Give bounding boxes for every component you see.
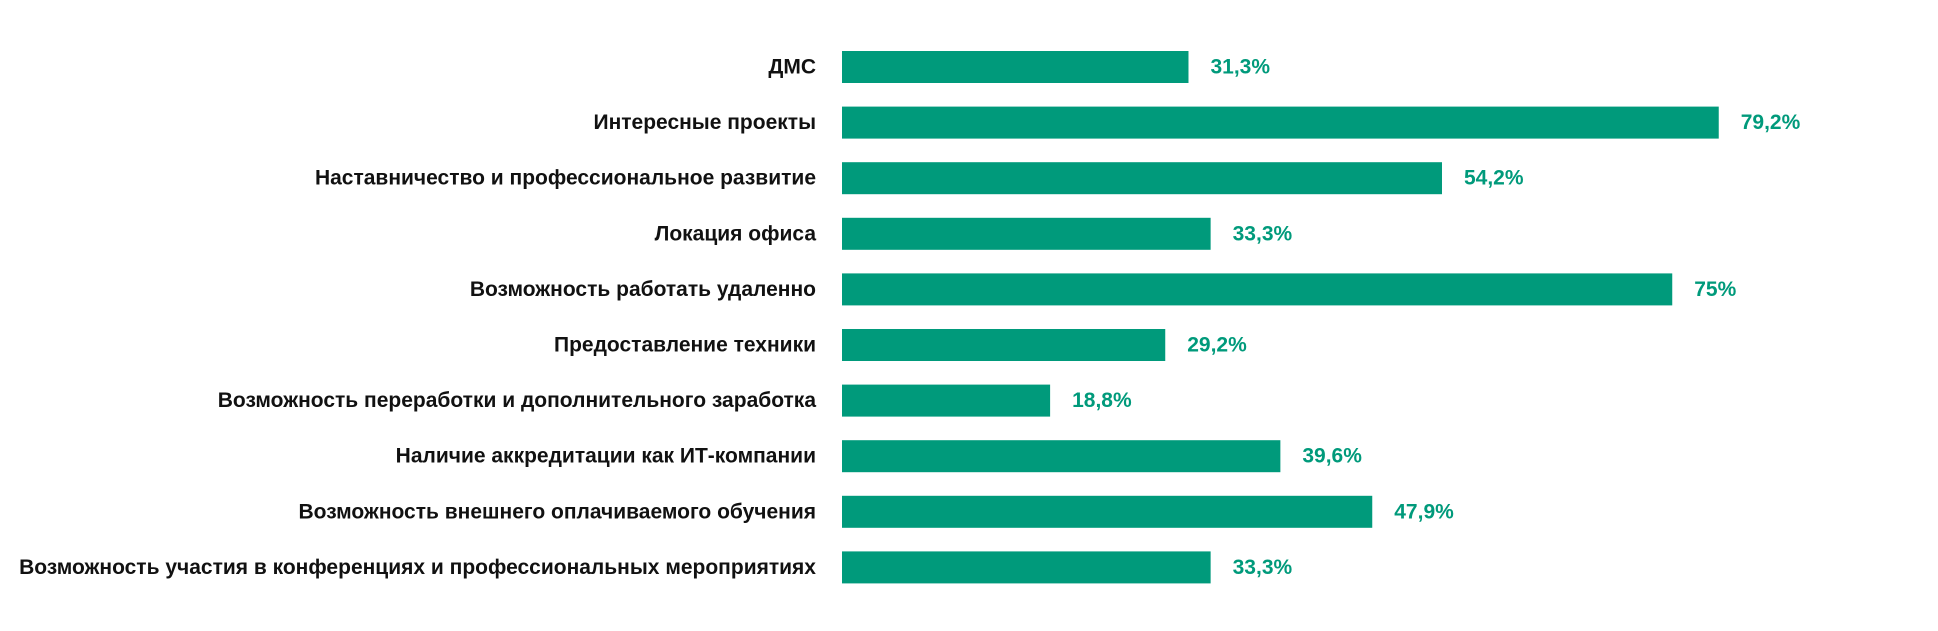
bar-row: Интересные проекты 79,2% <box>593 106 1801 139</box>
bar <box>842 51 1189 83</box>
category-label: Интересные проекты <box>593 111 816 134</box>
category-label: Возможность переработки и дополнительног… <box>218 389 817 412</box>
value-label: 33,3% <box>1233 556 1293 579</box>
category-label: ДМС <box>768 56 816 79</box>
category-label: Возможность участия в конференциях и про… <box>19 556 816 579</box>
value-label: 47,9% <box>1394 500 1454 523</box>
bar-row: Возможность работать удаленно 75% <box>470 273 1737 306</box>
bar-row: Возможность участия в конференциях и про… <box>19 551 1293 584</box>
value-label: 33,3% <box>1233 222 1293 245</box>
value-label: 31,3% <box>1210 56 1270 79</box>
category-label: Предоставление техники <box>554 334 816 357</box>
value-label: 75% <box>1694 278 1736 301</box>
category-label: Локация офиса <box>655 222 817 245</box>
bar <box>842 495 1373 528</box>
bar-row: Локация офиса 33,3% <box>655 217 1293 250</box>
value-label: 18,8% <box>1072 389 1132 412</box>
bar-row: ДМС 31,3% <box>768 51 1270 83</box>
bar <box>842 162 1442 195</box>
bar <box>842 106 1719 139</box>
category-label: Наставничество и профессиональное развит… <box>315 167 816 190</box>
bar <box>842 551 1211 584</box>
value-label: 54,2% <box>1464 167 1524 190</box>
bar-row: Наставничество и профессиональное развит… <box>315 162 1524 195</box>
bar-row: Возможность внешнего оплачиваемого обуче… <box>298 495 1454 528</box>
bar <box>842 329 1166 361</box>
bar <box>842 384 1051 417</box>
bar <box>842 440 1281 473</box>
category-label: Возможность работать удаленно <box>470 278 816 301</box>
bar <box>842 217 1211 250</box>
bar-row: Предоставление техники 29,2% <box>554 329 1247 361</box>
bar-row: Наличие аккредитации как ИТ-компании 39,6… <box>396 440 1362 473</box>
value-label: 79,2% <box>1741 111 1801 134</box>
bar-row: Возможность переработки и дополнительног… <box>218 384 1132 417</box>
category-label: Наличие аккредитации как ИТ-компании <box>396 445 816 468</box>
value-label: 29,2% <box>1187 334 1247 357</box>
category-label: Возможность внешнего оплачиваемого обуче… <box>298 500 816 523</box>
value-label: 39,6% <box>1302 445 1362 468</box>
bar <box>842 273 1673 306</box>
